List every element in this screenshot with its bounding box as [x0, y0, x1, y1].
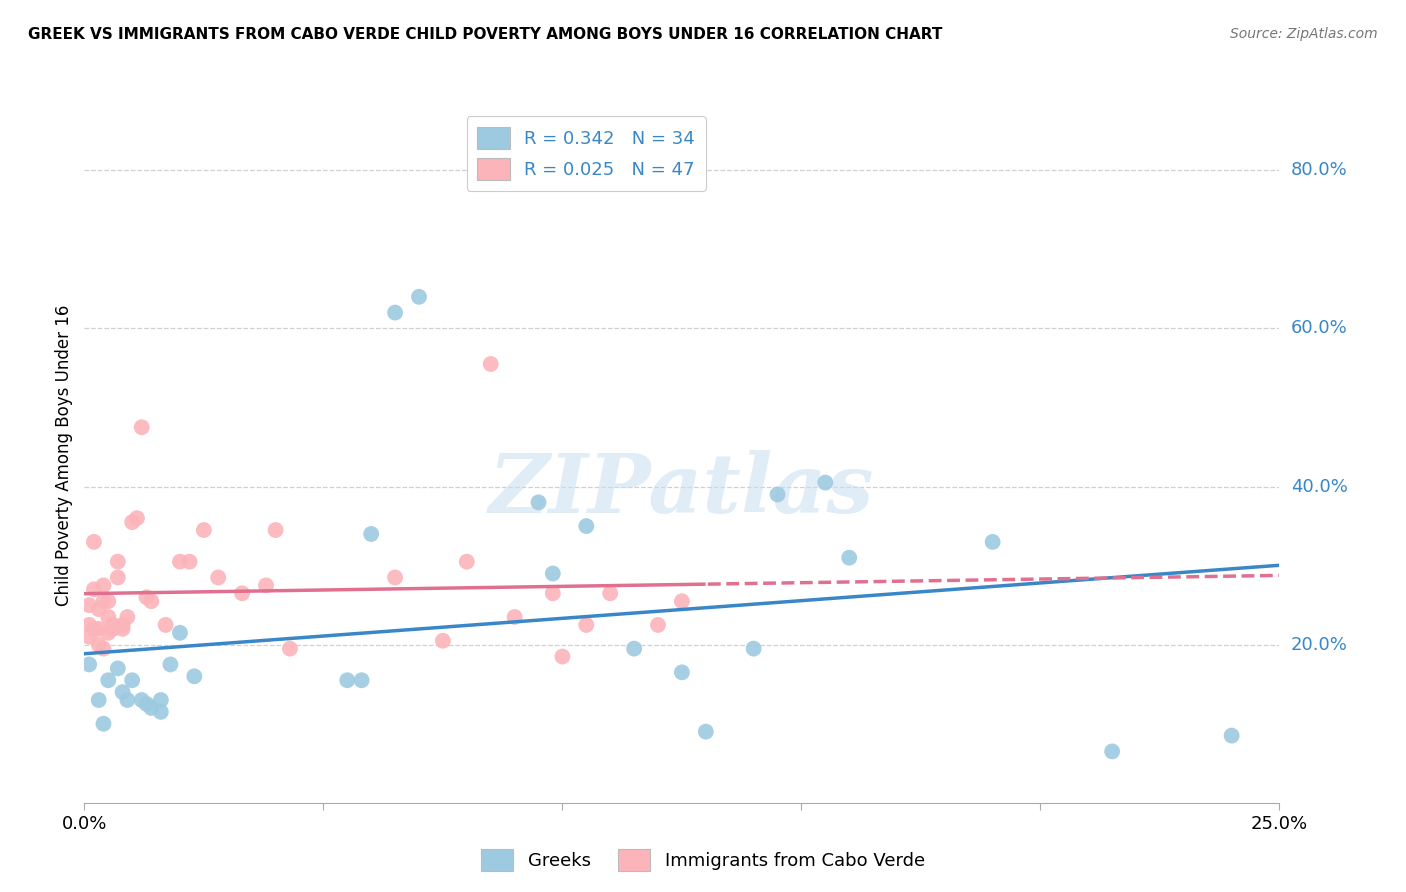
Point — [432, 633, 454, 648]
Point — [231, 586, 253, 600]
Point — [97, 673, 120, 688]
Point — [111, 685, 134, 699]
Point — [87, 693, 110, 707]
Point — [93, 716, 115, 731]
Point — [360, 527, 382, 541]
Point — [107, 661, 129, 675]
Point — [408, 290, 430, 304]
Text: 80.0%: 80.0% — [1291, 161, 1347, 179]
Point — [350, 673, 373, 688]
Point — [101, 622, 124, 636]
Point — [131, 420, 153, 434]
Point — [671, 594, 693, 608]
Y-axis label: Child Poverty Among Boys Under 16: Child Poverty Among Boys Under 16 — [55, 304, 73, 606]
Point — [551, 649, 574, 664]
Point — [1220, 729, 1243, 743]
Point — [117, 693, 139, 707]
Point — [107, 555, 129, 569]
Point — [87, 602, 110, 616]
Point — [93, 594, 115, 608]
Point — [183, 669, 205, 683]
Point — [1101, 744, 1123, 758]
Point — [131, 693, 153, 707]
Point — [838, 550, 860, 565]
Point — [541, 566, 564, 581]
Point — [264, 523, 287, 537]
Point — [254, 578, 277, 592]
Point — [575, 618, 598, 632]
Point — [117, 610, 139, 624]
Point — [77, 630, 100, 644]
Text: GREEK VS IMMIGRANTS FROM CABO VERDE CHILD POVERTY AMONG BOYS UNDER 16 CORRELATIO: GREEK VS IMMIGRANTS FROM CABO VERDE CHIL… — [28, 27, 942, 42]
Point — [527, 495, 550, 509]
Point — [83, 534, 105, 549]
Point — [169, 625, 191, 640]
Point — [456, 555, 478, 569]
Point — [149, 705, 172, 719]
Point — [479, 357, 502, 371]
Point — [671, 665, 693, 680]
Point — [121, 673, 143, 688]
Point — [97, 610, 120, 624]
Text: 60.0%: 60.0% — [1291, 319, 1347, 337]
Text: Source: ZipAtlas.com: Source: ZipAtlas.com — [1230, 27, 1378, 41]
Point — [77, 657, 100, 672]
Point — [97, 594, 120, 608]
Point — [87, 638, 110, 652]
Point — [541, 586, 564, 600]
Point — [83, 622, 105, 636]
Point — [125, 511, 148, 525]
Text: 20.0%: 20.0% — [1291, 636, 1347, 654]
Point — [336, 673, 359, 688]
Point — [111, 622, 134, 636]
Point — [97, 625, 120, 640]
Point — [121, 515, 143, 529]
Point — [384, 570, 406, 584]
Point — [169, 555, 191, 569]
Point — [742, 641, 765, 656]
Point — [575, 519, 598, 533]
Point — [77, 618, 100, 632]
Point — [695, 724, 717, 739]
Point — [107, 570, 129, 584]
Point — [503, 610, 526, 624]
Point — [135, 591, 157, 605]
Point — [111, 618, 134, 632]
Point — [623, 641, 645, 656]
Point — [101, 618, 124, 632]
Point — [193, 523, 215, 537]
Point — [159, 657, 181, 672]
Point — [766, 487, 789, 501]
Point — [207, 570, 229, 584]
Point — [278, 641, 301, 656]
Text: ZIPatlas: ZIPatlas — [489, 450, 875, 530]
Point — [87, 622, 110, 636]
Point — [141, 594, 163, 608]
Point — [981, 534, 1004, 549]
Legend: R = 0.342   N = 34, R = 0.025   N = 47: R = 0.342 N = 34, R = 0.025 N = 47 — [467, 116, 706, 191]
Point — [135, 697, 157, 711]
Point — [77, 598, 100, 612]
Point — [83, 582, 105, 597]
Point — [179, 555, 201, 569]
Text: 40.0%: 40.0% — [1291, 477, 1347, 496]
Point — [647, 618, 669, 632]
Legend: Greeks, Immigrants from Cabo Verde: Greeks, Immigrants from Cabo Verde — [474, 842, 932, 879]
Point — [149, 693, 172, 707]
Point — [141, 701, 163, 715]
Point — [155, 618, 177, 632]
Point — [384, 305, 406, 319]
Point — [599, 586, 621, 600]
Point — [814, 475, 837, 490]
Point — [93, 641, 115, 656]
Point — [93, 578, 115, 592]
